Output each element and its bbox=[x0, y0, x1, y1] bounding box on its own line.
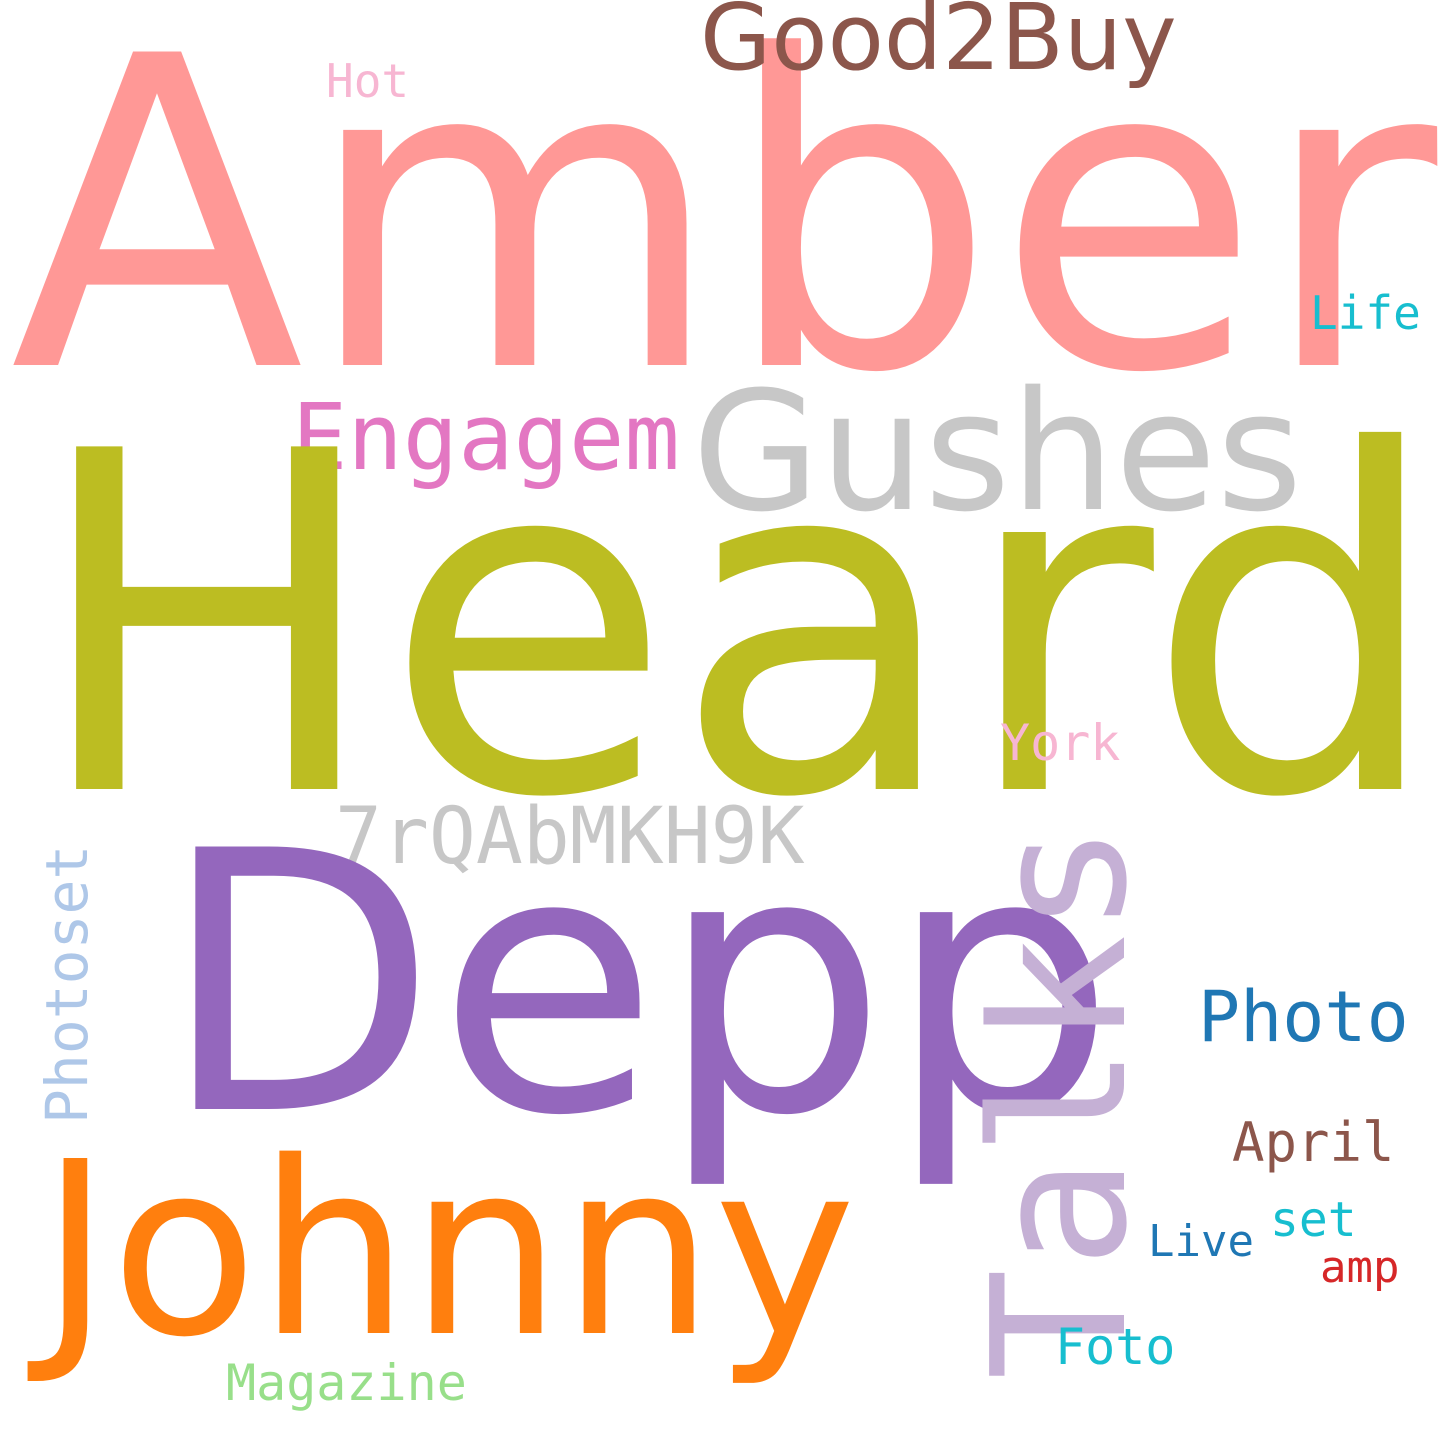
word-hot: Hot bbox=[326, 54, 410, 108]
word-heard: Heard bbox=[30, 353, 1440, 900]
word-good2buy: Good2Buy bbox=[700, 0, 1177, 91]
word-gushes: Gushes bbox=[692, 356, 1303, 548]
word-photoset: Photoset bbox=[33, 844, 101, 1124]
word-life: Life bbox=[1310, 286, 1421, 340]
word-code: 7rQAbMKH9K bbox=[335, 792, 805, 882]
word-engagem: Engagem bbox=[292, 384, 680, 491]
word-johnny: Johnny bbox=[40, 1110, 856, 1390]
word-amber: Amber bbox=[10, 0, 1438, 467]
word-york: York bbox=[1000, 714, 1121, 772]
word-magazine: Magazine bbox=[226, 1354, 467, 1412]
word-photo: Photo bbox=[1198, 976, 1409, 1058]
word-talks: Talks bbox=[952, 823, 1168, 1380]
word-depp: Depp bbox=[160, 775, 1116, 1194]
word-foto: Foto bbox=[1055, 1318, 1176, 1376]
word-april: April bbox=[1232, 1111, 1395, 1174]
word-live: Live bbox=[1148, 1216, 1254, 1267]
word-amp: amp bbox=[1320, 1242, 1400, 1293]
word-set: set bbox=[1270, 1192, 1357, 1248]
